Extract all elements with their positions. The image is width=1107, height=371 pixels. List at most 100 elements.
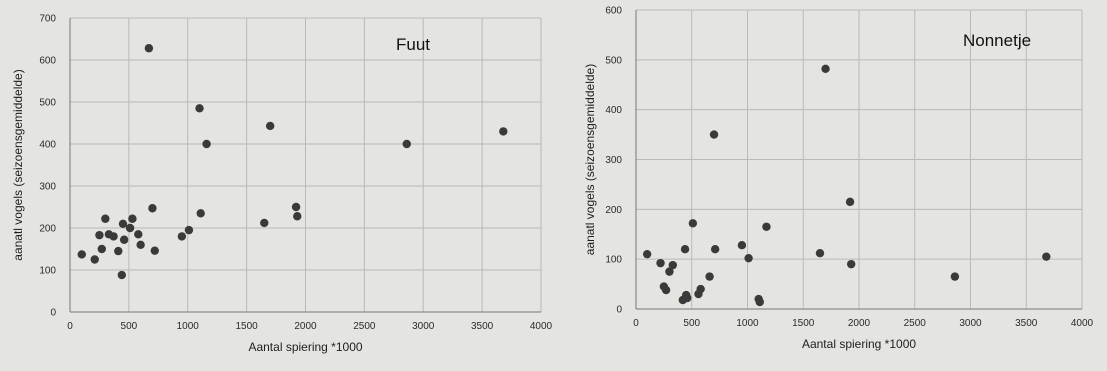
x-tick-label: 1500 (792, 318, 815, 329)
data-point-26 (293, 212, 302, 221)
data-point-24 (846, 259, 856, 269)
data-point-23 (845, 197, 855, 207)
data-point-3 (661, 285, 671, 295)
gridlines (635, 9, 1083, 310)
x-tick-label: 500 (121, 321, 138, 332)
data-point-18 (177, 232, 187, 241)
data-point-3 (97, 244, 106, 254)
x-tick-label: 3500 (1015, 318, 1038, 329)
x-tick-label: 2500 (353, 321, 376, 332)
data-point-21 (815, 248, 825, 258)
data-point-26 (1042, 252, 1051, 261)
y-tick-label: 400 (39, 140, 56, 151)
data-point-7 (114, 246, 123, 256)
data-point-1 (90, 255, 99, 264)
data-point-20 (195, 104, 204, 113)
data-point-25 (950, 272, 960, 281)
y-tick-label: 400 (605, 105, 622, 116)
data-point-7 (680, 245, 690, 254)
data-points (642, 64, 1051, 307)
data-point-13 (705, 272, 714, 281)
y-tick-label: 100 (39, 266, 56, 277)
y-tick-label: 500 (605, 55, 622, 66)
data-point-19 (184, 225, 194, 235)
x-tick-label: 0 (633, 318, 639, 329)
data-point-16 (737, 241, 747, 250)
data-point-28 (499, 127, 508, 136)
x-tick-label: 4000 (530, 321, 553, 332)
y-tick-label: 300 (605, 155, 622, 166)
x-tick-label: 1000 (177, 321, 200, 332)
x-tick-label: 3000 (412, 321, 435, 332)
y-tick-labels: 0 100 200 300 400 500 600 (605, 6, 622, 316)
x-tick-labels: 0 500 1000 1500 2000 2500 3000 3500 4000 (633, 318, 1093, 329)
y-tick-labels: 0 100 200 300 400 500 600 700 (39, 14, 56, 319)
data-point-14 (136, 240, 145, 249)
y-tick-label: 500 (39, 98, 56, 109)
y-tick-label: 600 (39, 56, 56, 67)
data-point-6 (109, 232, 118, 241)
data-point-19 (755, 297, 764, 307)
x-tick-label: 2000 (294, 321, 317, 332)
data-point-4 (101, 214, 110, 223)
data-point-15 (144, 44, 154, 53)
x-tick-label: 500 (683, 318, 700, 329)
data-points (77, 44, 508, 280)
data-point-5 (668, 260, 677, 270)
x-axis-title: Aantal spiering *1000 (248, 340, 362, 354)
x-tick-label: 1500 (236, 321, 259, 332)
chart-fuut: 0 100 200 300 400 500 600 700 0 500 1000 1500 2000 2… (11, 14, 553, 355)
x-tick-label: 2000 (848, 318, 871, 329)
data-point-9 (118, 219, 128, 228)
data-point-8 (117, 270, 127, 280)
data-point-22 (821, 64, 830, 74)
data-point-23 (260, 218, 269, 228)
data-point-24 (265, 121, 275, 131)
data-point-17 (150, 246, 159, 255)
data-point-17 (744, 253, 753, 263)
data-point-21 (196, 209, 205, 218)
y-tick-label: 700 (39, 14, 56, 25)
y-tick-label: 600 (605, 6, 622, 17)
y-tick-label: 200 (605, 205, 622, 216)
data-point-4 (665, 267, 674, 276)
data-point-0 (642, 249, 652, 259)
data-point-20 (762, 222, 771, 231)
y-tick-label: 200 (39, 224, 56, 235)
data-point-10 (688, 219, 698, 228)
data-point-0 (77, 250, 86, 259)
data-point-10 (119, 235, 129, 244)
chart-title: Fuut (396, 35, 430, 54)
data-point-11 (125, 223, 135, 233)
data-point-13 (134, 230, 143, 239)
y-tick-label: 0 (50, 308, 56, 319)
data-point-1 (656, 258, 665, 268)
x-tick-label: 3000 (959, 318, 982, 329)
data-point-25 (291, 202, 301, 212)
x-tick-label: 4000 (1071, 318, 1094, 329)
x-tick-label: 0 (67, 321, 73, 332)
x-tick-labels: 0 500 1000 1500 2000 2500 3000 3500 4000 (67, 321, 552, 332)
data-point-15 (710, 245, 720, 254)
y-tick-label: 0 (616, 305, 622, 316)
y-axis-title: aanatl vogels (seizoensgemiddelde) (11, 69, 25, 260)
data-point-2 (95, 230, 104, 240)
data-point-27 (402, 139, 411, 149)
y-tick-label: 100 (605, 255, 622, 266)
data-point-22 (202, 139, 211, 149)
chart-nonnetje: 0 100 200 300 400 500 600 0 500 1000 1500 2000 2500… (583, 6, 1094, 352)
x-axis-title: Aantal spiering *1000 (802, 337, 916, 351)
data-point-16 (148, 204, 157, 213)
data-point-9 (683, 293, 692, 303)
y-axis-title: aanatl vogels (seizoensgemiddelde) (583, 64, 597, 255)
x-tick-label: 2500 (904, 318, 927, 329)
gridlines (69, 17, 542, 313)
y-tick-label: 300 (39, 182, 56, 193)
data-point-14 (709, 130, 719, 139)
x-tick-label: 3500 (471, 321, 494, 332)
data-point-12 (696, 284, 705, 294)
data-point-12 (128, 214, 137, 223)
x-tick-label: 1000 (736, 318, 759, 329)
chart-title: Nonnetje (963, 31, 1031, 50)
